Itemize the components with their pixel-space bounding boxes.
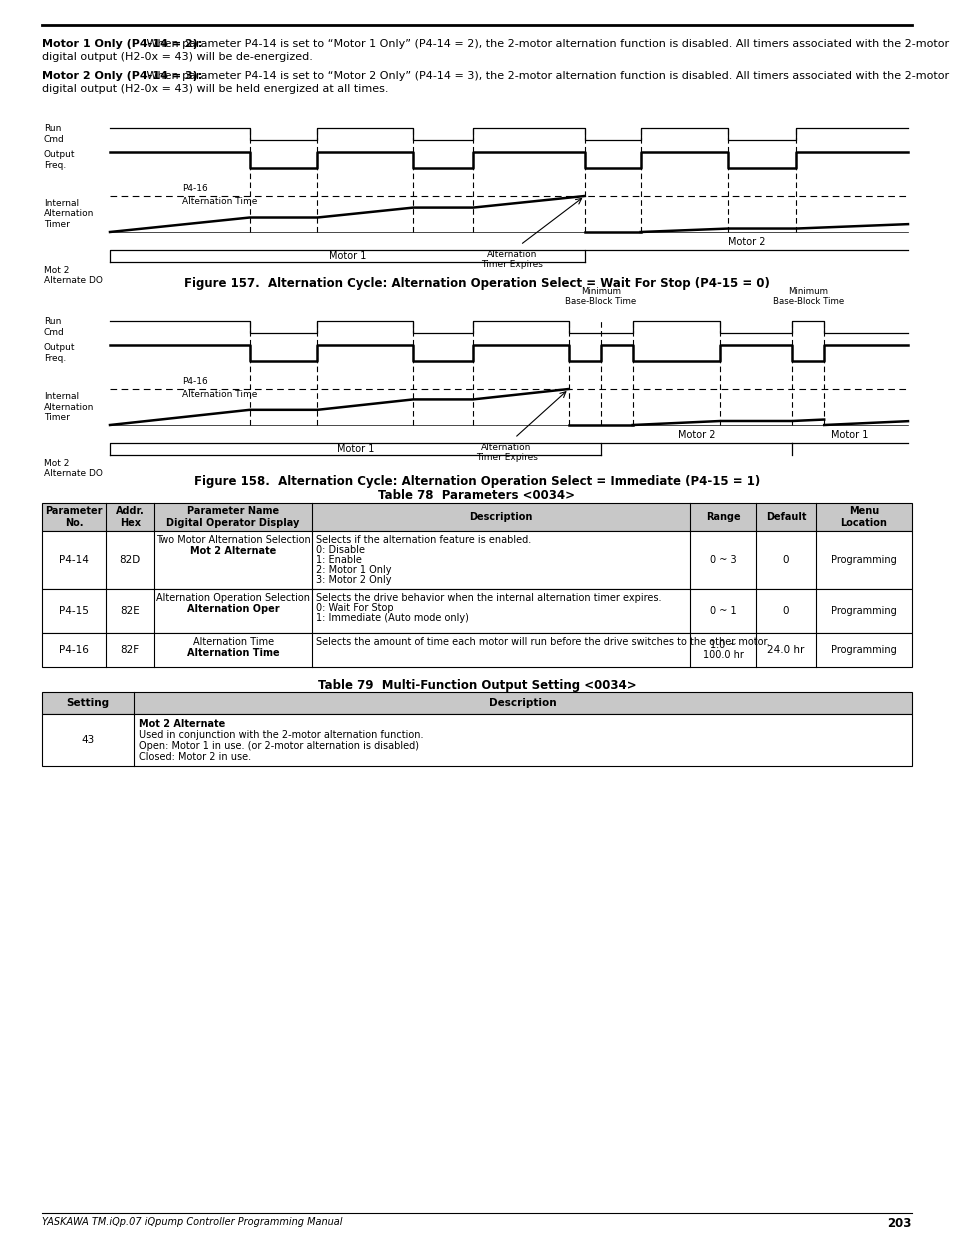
Text: Parameter Name
Digital Operator Display: Parameter Name Digital Operator Display — [167, 506, 299, 527]
Text: Table 79  Multi-Function Output Setting <0034>: Table 79 Multi-Function Output Setting <… — [317, 679, 636, 692]
Text: Description: Description — [489, 698, 556, 708]
Text: 82F: 82F — [120, 645, 139, 655]
Text: Motor 1: Motor 1 — [336, 445, 374, 454]
Text: Alternation
Timer Expires: Alternation Timer Expires — [476, 443, 537, 462]
Text: Selects the amount of time each motor will run before the drive switches to the : Selects the amount of time each motor wi… — [315, 637, 769, 647]
Text: P4-16: P4-16 — [182, 184, 208, 193]
Text: Open: Motor 1 in use. (or 2-motor alternation is disabled): Open: Motor 1 in use. (or 2-motor altern… — [138, 741, 418, 751]
Text: Output
Freq.: Output Freq. — [44, 343, 75, 363]
Text: Alternation Oper: Alternation Oper — [187, 604, 279, 614]
Text: Programming: Programming — [830, 606, 896, 616]
Text: Description: Description — [469, 513, 532, 522]
Text: P4-16: P4-16 — [182, 377, 208, 387]
Bar — [42, 714, 911, 766]
Bar — [42, 503, 911, 531]
Text: Run
Cmd: Run Cmd — [44, 125, 65, 143]
Text: P4-15: P4-15 — [59, 606, 89, 616]
Text: Motor 1: Motor 1 — [831, 430, 868, 440]
Text: Table 78  Parameters <0034>: Table 78 Parameters <0034> — [378, 489, 575, 501]
Text: 24.0 hr: 24.0 hr — [766, 645, 804, 655]
Text: Mot 2
Alternate DO: Mot 2 Alternate DO — [44, 459, 103, 478]
Text: Menu
Location: Menu Location — [840, 506, 886, 527]
Text: Motor 2: Motor 2 — [677, 430, 715, 440]
Text: Alternation Time: Alternation Time — [182, 390, 257, 399]
Text: Used in conjunction with the 2-motor alternation function.: Used in conjunction with the 2-motor alt… — [138, 730, 422, 740]
Text: Mot 2
Alternate DO: Mot 2 Alternate DO — [44, 266, 103, 285]
Text: Parameter
No.: Parameter No. — [45, 506, 103, 527]
Text: Motor 1: Motor 1 — [329, 251, 366, 261]
Text: Programming: Programming — [830, 555, 896, 564]
Text: digital output (H2-0x = 43) will be held energized at all times.: digital output (H2-0x = 43) will be held… — [42, 84, 388, 95]
Text: Figure 157.  Alternation Cycle: Alternation Operation Select = Wait For Stop (P4: Figure 157. Alternation Cycle: Alternati… — [184, 277, 769, 290]
Text: 1.0 ~: 1.0 ~ — [709, 640, 736, 650]
Bar — [42, 531, 911, 589]
Text: 2: Motor 1 Only: 2: Motor 1 Only — [315, 564, 392, 576]
Text: 0: Wait For Stop: 0: Wait For Stop — [315, 603, 394, 613]
Text: Internal
Alternation
Timer: Internal Alternation Timer — [44, 391, 94, 422]
Text: Internal
Alternation
Timer: Internal Alternation Timer — [44, 199, 94, 228]
Text: 82D: 82D — [119, 555, 141, 564]
Text: Mot 2 Alternate: Mot 2 Alternate — [190, 546, 276, 556]
Text: Figure 158.  Alternation Cycle: Alternation Operation Select = Immediate (P4-15 : Figure 158. Alternation Cycle: Alternati… — [193, 475, 760, 488]
Text: Selects if the alternation feature is enabled.: Selects if the alternation feature is en… — [315, 535, 531, 545]
Text: 203: 203 — [886, 1216, 911, 1230]
Text: 0: Disable: 0: Disable — [315, 545, 365, 555]
Text: 3: Motor 2 Only: 3: Motor 2 Only — [315, 576, 392, 585]
Text: P4-14: P4-14 — [59, 555, 89, 564]
Bar — [42, 692, 911, 714]
Text: 0: 0 — [782, 606, 788, 616]
Text: Alternation Time: Alternation Time — [187, 648, 279, 658]
Text: 0: 0 — [782, 555, 788, 564]
Text: 82E: 82E — [120, 606, 140, 616]
Text: digital output (H2-0x = 43) will be de-energized.: digital output (H2-0x = 43) will be de-e… — [42, 53, 313, 63]
Bar — [42, 589, 911, 634]
Text: Alternation
Timer Expires: Alternation Timer Expires — [480, 249, 542, 269]
Text: Minimum
Base-Block Time: Minimum Base-Block Time — [564, 287, 636, 306]
Text: Setting: Setting — [66, 698, 110, 708]
Text: Selects the drive behavior when the internal alternation timer expires.: Selects the drive behavior when the inte… — [315, 593, 661, 603]
Text: Run
Cmd: Run Cmd — [44, 317, 65, 337]
Text: 1: Enable: 1: Enable — [315, 555, 361, 564]
Text: Alternation Time: Alternation Time — [182, 198, 257, 206]
Text: When parameter P4-14 is set to “Motor 1 Only” (P4-14 = 2), the 2-motor alternati: When parameter P4-14 is set to “Motor 1 … — [143, 40, 953, 49]
Text: Motor 2 Only (P4-14 = 3):: Motor 2 Only (P4-14 = 3): — [42, 70, 202, 82]
Text: Two Motor Alternation Selection: Two Motor Alternation Selection — [155, 535, 311, 545]
Text: Alternation Operation Selection: Alternation Operation Selection — [156, 593, 310, 603]
Text: 43: 43 — [81, 735, 94, 745]
Text: 0 ~ 1: 0 ~ 1 — [709, 606, 736, 616]
Text: Programming: Programming — [830, 645, 896, 655]
Text: Addr.
Hex: Addr. Hex — [115, 506, 144, 527]
Text: Output
Freq.: Output Freq. — [44, 151, 75, 169]
Text: When parameter P4-14 is set to “Motor 2 Only” (P4-14 = 3), the 2-motor alternati: When parameter P4-14 is set to “Motor 2 … — [143, 70, 953, 82]
Text: YASKAWA TM.iQp.07 iQpump Controller Programming Manual: YASKAWA TM.iQp.07 iQpump Controller Prog… — [42, 1216, 342, 1228]
Text: Alternation Time: Alternation Time — [193, 637, 274, 647]
Text: Minimum
Base-Block Time: Minimum Base-Block Time — [772, 287, 843, 306]
Text: P4-16: P4-16 — [59, 645, 89, 655]
Text: Mot 2 Alternate: Mot 2 Alternate — [138, 719, 225, 729]
Text: 0 ~ 3: 0 ~ 3 — [709, 555, 736, 564]
Text: 100.0 hr: 100.0 hr — [702, 650, 742, 659]
Text: Closed: Motor 2 in use.: Closed: Motor 2 in use. — [138, 752, 251, 762]
Text: 1: Immediate (Auto mode only): 1: Immediate (Auto mode only) — [315, 613, 469, 622]
Bar — [42, 634, 911, 667]
Text: Range: Range — [705, 513, 740, 522]
Text: Motor 2: Motor 2 — [727, 237, 764, 247]
Text: Default: Default — [765, 513, 805, 522]
Text: Motor 1 Only (P4-14 = 2):: Motor 1 Only (P4-14 = 2): — [42, 40, 202, 49]
